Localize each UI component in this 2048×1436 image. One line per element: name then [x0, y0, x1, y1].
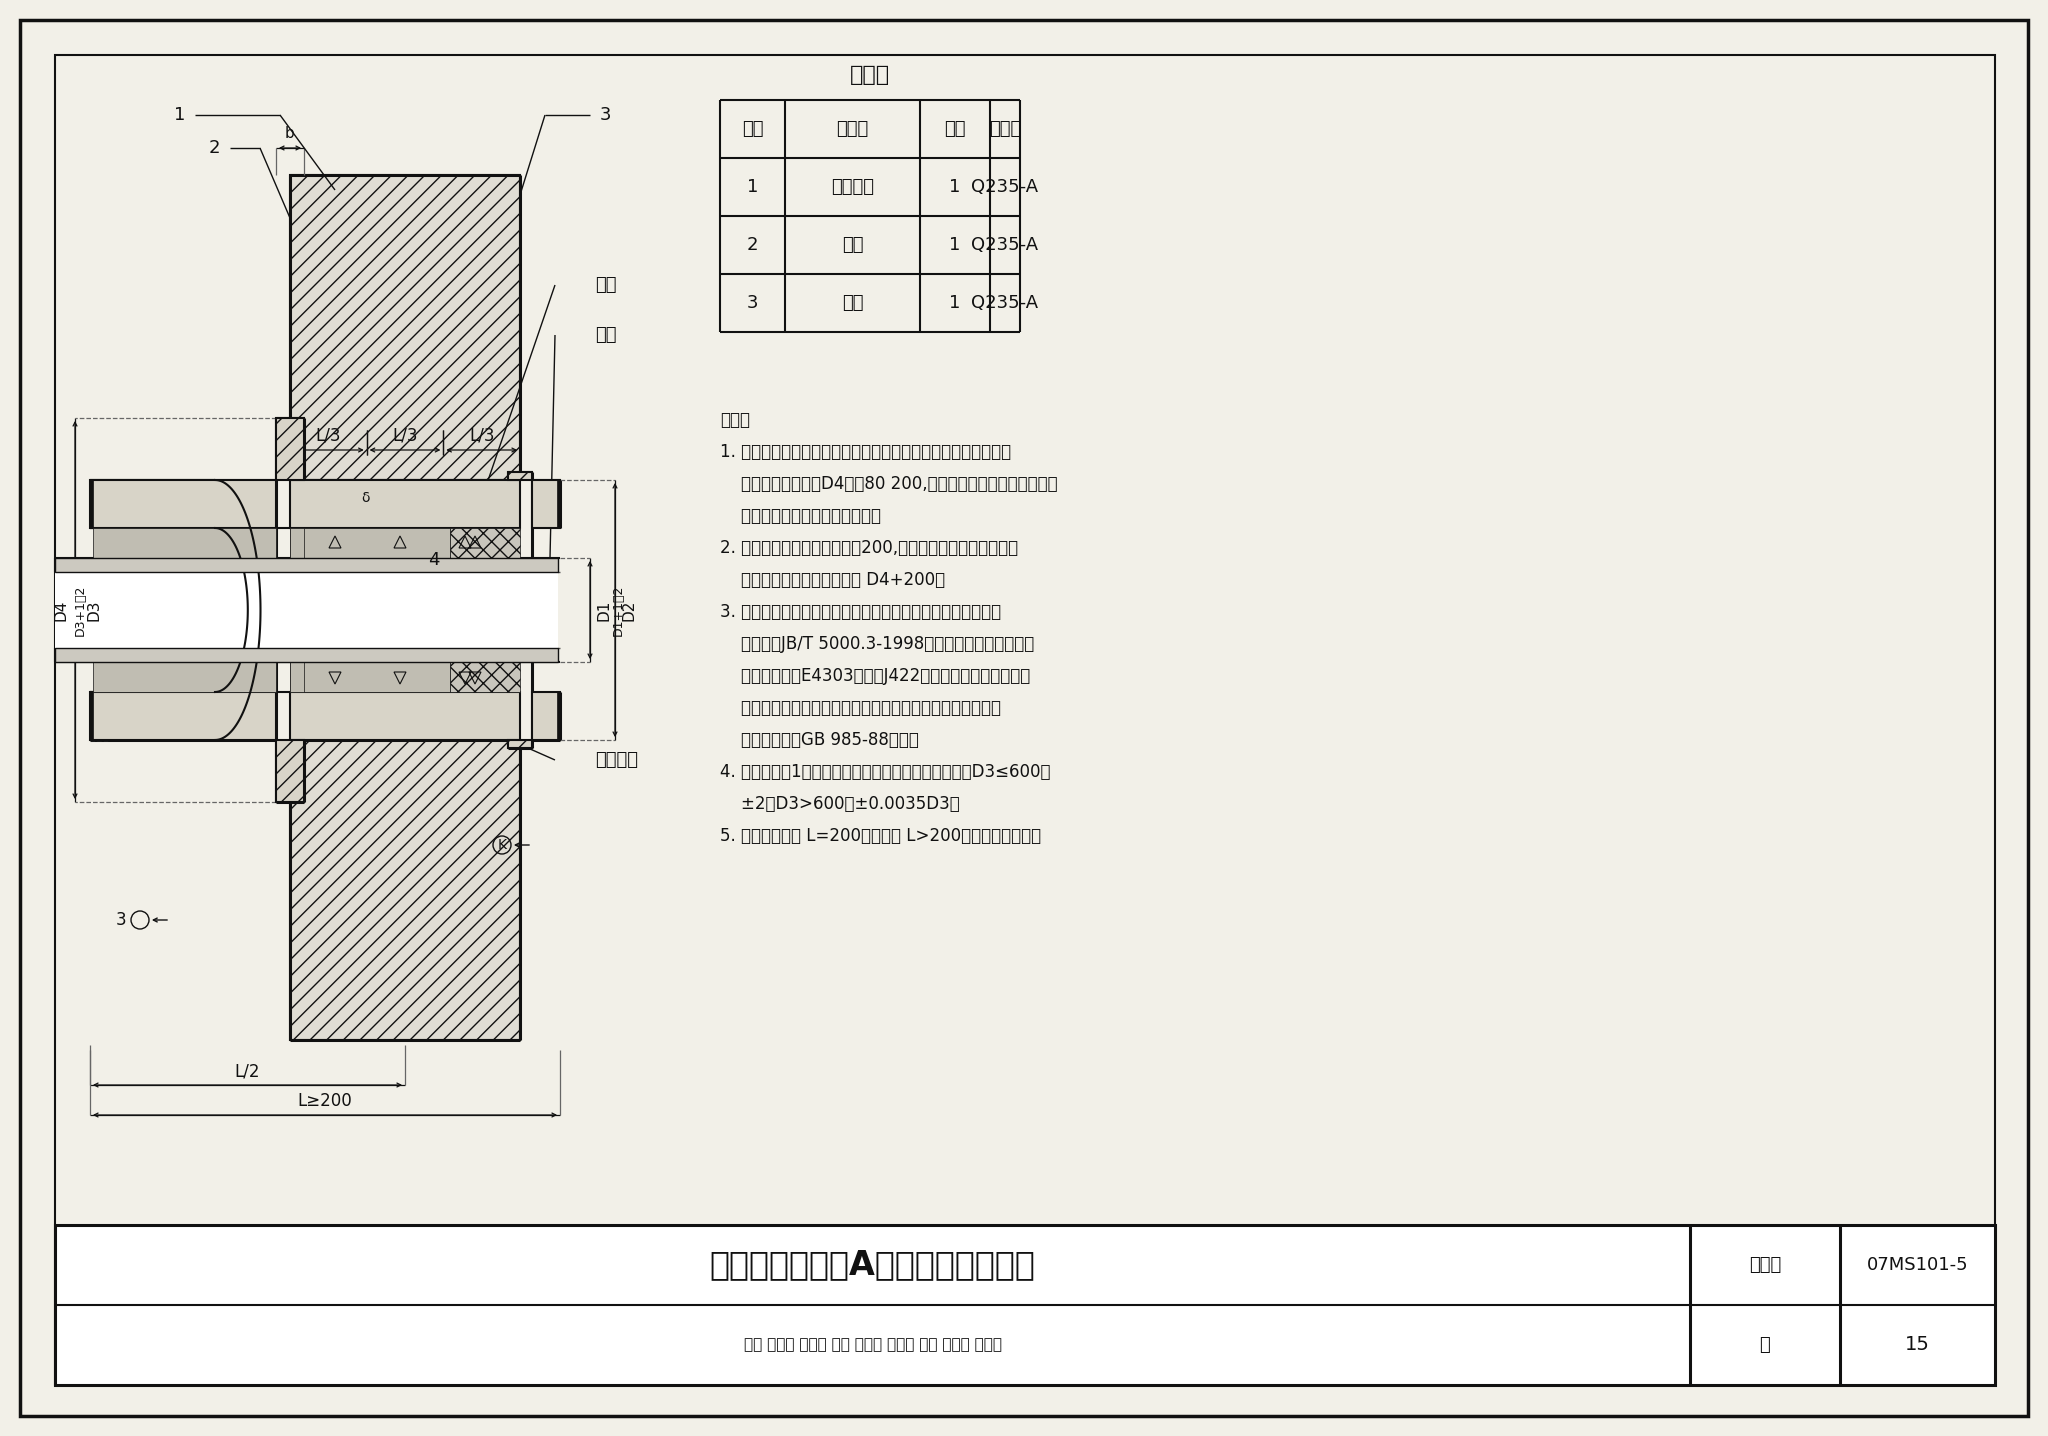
Bar	[508, 740, 532, 748]
Text: K: K	[498, 839, 506, 852]
Text: 3. 焊接结构尺寸公差与形位公差按照《重型机械通用技术条件: 3. 焊接结构尺寸公差与形位公差按照《重型机械通用技术条件	[721, 603, 1001, 620]
Text: 1: 1	[748, 178, 758, 195]
Bar	[90, 692, 276, 740]
Text: 2: 2	[209, 139, 219, 157]
Bar	[276, 418, 303, 480]
Bar	[291, 528, 303, 559]
Bar	[291, 175, 520, 480]
Text: 1. 套管穿墙处如遇非混凝土墙壁时，应改用混凝土墙壁，其浇筑: 1. 套管穿墙处如遇非混凝土墙壁时，应改用混凝土墙壁，其浇筑	[721, 442, 1012, 461]
Text: δ: δ	[360, 491, 369, 505]
Bar	[90, 480, 276, 528]
Text: 材　料: 材 料	[989, 121, 1022, 138]
Bar	[55, 648, 557, 662]
Bar	[276, 418, 303, 480]
Bar	[291, 740, 520, 1040]
Bar	[291, 662, 303, 692]
Text: D3+1～2: D3+1～2	[74, 584, 86, 636]
Text: 07MS101-5: 07MS101-5	[1866, 1256, 1968, 1274]
Text: L/3: L/3	[393, 426, 418, 445]
Text: 1: 1	[950, 294, 961, 312]
Text: 焊，焊条型号E4303，牌号J422。焊缝坡口的基本形式与: 焊，焊条型号E4303，牌号J422。焊缝坡口的基本形式与	[721, 666, 1030, 685]
Text: 钓管: 钓管	[596, 326, 616, 345]
Text: 3: 3	[600, 106, 612, 123]
Text: D3: D3	[86, 599, 102, 620]
Text: 钉制套管: 钉制套管	[831, 178, 874, 195]
Text: 4: 4	[428, 551, 440, 569]
Text: 名　称: 名 称	[836, 121, 868, 138]
Text: 3: 3	[115, 910, 127, 929]
Text: 1: 1	[950, 178, 961, 195]
Text: D1+1～2: D1+1～2	[612, 584, 625, 636]
Bar	[55, 572, 557, 648]
Text: 3: 3	[748, 294, 758, 312]
Bar	[291, 662, 451, 692]
Text: 图集号: 图集号	[1749, 1256, 1782, 1274]
Bar	[508, 472, 532, 480]
Text: 15: 15	[1905, 1335, 1929, 1354]
Text: L≥200: L≥200	[297, 1091, 352, 1110]
Text: 翄环: 翄环	[842, 236, 864, 254]
Text: 材料表: 材料表	[850, 65, 891, 85]
Text: 4. 当套管（件1）采用卷制成型时，周长允许偏差为：D3≤600，: 4. 当套管（件1）采用卷制成型时，周长允许偏差为：D3≤600，	[721, 763, 1051, 781]
Text: 序号: 序号	[741, 121, 764, 138]
Bar	[532, 692, 559, 740]
Text: 形式与尺寸》GB 985-88执行。: 形式与尺寸》GB 985-88执行。	[721, 731, 920, 750]
Text: 油麻: 油麻	[596, 276, 616, 294]
Text: 刚性防水套管（A型）安装图（一）: 刚性防水套管（A型）安装图（一）	[709, 1248, 1036, 1281]
Text: L/3: L/3	[315, 426, 342, 445]
Text: 2: 2	[748, 236, 758, 254]
Text: D2: D2	[621, 599, 637, 620]
Bar	[291, 692, 520, 740]
Bar	[276, 740, 303, 801]
Text: ±2；D3>600，±0.0035D3。: ±2；D3>600，±0.0035D3。	[721, 796, 961, 813]
Text: 数量: 数量	[944, 121, 967, 138]
Text: Q235-A: Q235-A	[971, 236, 1038, 254]
Text: L/3: L/3	[469, 426, 494, 445]
Bar	[451, 662, 520, 692]
Bar	[451, 528, 520, 559]
Text: 说明：: 说明：	[721, 411, 750, 429]
Bar	[55, 1225, 1995, 1384]
Bar	[508, 740, 532, 748]
Text: 石棉水泥: 石棉水泥	[596, 751, 639, 770]
Bar	[276, 740, 303, 801]
Bar	[92, 662, 276, 692]
Text: b: b	[285, 126, 295, 142]
Bar	[557, 692, 559, 740]
Text: 焊接件》JB/T 5000.3-1998执行。焊接采用手工电弧: 焊接件》JB/T 5000.3-1998执行。焊接采用手工电弧	[721, 635, 1034, 653]
Text: 内。套管内的填料应紧密捣实。: 内。套管内的填料应紧密捣实。	[721, 507, 881, 526]
Text: Q235-A: Q235-A	[971, 178, 1038, 195]
Text: 围应比翄环直径（D4）大80 200,而且必须将套管一次浇固于墙: 围应比翄环直径（D4）大80 200,而且必须将套管一次浇固于墙	[721, 475, 1057, 493]
Text: 页: 页	[1759, 1335, 1769, 1354]
Text: 尺寸按照《气焊、手工电弧焊及气体保护焊焊缝坡口的基本: 尺寸按照《气焊、手工电弧焊及气体保护焊焊缝坡口的基本	[721, 699, 1001, 717]
Text: 厚。加厚部分的直径至少为 D4+200。: 厚。加厚部分的直径至少为 D4+200。	[721, 572, 944, 589]
Text: 5. 套管的重量以 L=200计算，当 L>200时，应另行计算。: 5. 套管的重量以 L=200计算，当 L>200时，应另行计算。	[721, 827, 1040, 844]
Bar	[557, 480, 559, 528]
Bar	[291, 528, 451, 559]
Text: L/2: L/2	[236, 1063, 260, 1080]
Bar	[90, 480, 92, 528]
Text: 审核 林海燕 花海迹 校对 陈春明 李春明 设计 欧阳容 刘小明: 审核 林海燕 花海迹 校对 陈春明 李春明 设计 欧阳容 刘小明	[743, 1337, 1001, 1353]
Text: D1: D1	[596, 599, 612, 620]
Bar	[291, 480, 520, 528]
Text: 2. 穿管处混凝土墙厚应不小于200,否则应使墙壁一边或两边加: 2. 穿管处混凝土墙厚应不小于200,否则应使墙壁一边或两边加	[721, 538, 1018, 557]
Text: 挡圈: 挡圈	[842, 294, 864, 312]
Bar	[90, 692, 92, 740]
Text: 1: 1	[950, 236, 961, 254]
Text: Q235-A: Q235-A	[971, 294, 1038, 312]
Text: D4: D4	[53, 599, 68, 620]
Bar	[92, 528, 276, 559]
Bar	[55, 559, 557, 572]
Bar	[508, 472, 532, 480]
Bar	[532, 480, 559, 528]
Text: 1: 1	[174, 106, 184, 123]
